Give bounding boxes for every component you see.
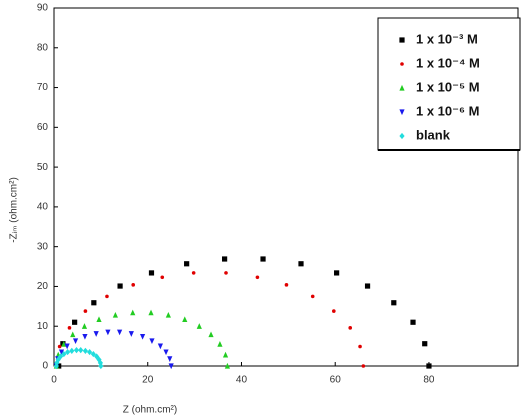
y-tick-label: 10: [37, 321, 49, 332]
data-point: [93, 331, 99, 337]
data-point: [90, 350, 96, 358]
data-point: [61, 341, 67, 347]
data-point: [91, 300, 97, 306]
data-point: [364, 283, 371, 289]
legend-label: 1 x 10⁻⁶ M: [416, 103, 479, 118]
data-point: [298, 261, 304, 267]
data-point: [83, 309, 88, 313]
data-point: [391, 300, 397, 306]
x-tick-label: 40: [236, 375, 248, 386]
data-point: [422, 341, 428, 347]
data-point: [57, 344, 62, 349]
legend-marker: [399, 37, 405, 43]
data-point: [168, 363, 174, 370]
data-point: [224, 271, 228, 275]
data-point: [117, 283, 123, 289]
y-tick-label: 50: [37, 162, 49, 173]
data-point: [255, 275, 260, 280]
data-point: [157, 343, 163, 350]
legend-marker: [399, 84, 405, 91]
legend-marker: [399, 109, 405, 116]
x-tick-label: 20: [142, 375, 154, 386]
data-point: [167, 356, 173, 362]
data-point: [163, 349, 169, 356]
legend-label: blank: [416, 127, 451, 142]
legend-label: 1 x 10⁻³ M: [416, 31, 478, 46]
data-point: [217, 341, 223, 347]
data-point: [222, 256, 228, 262]
y-tick-label: 20: [37, 281, 49, 292]
data-point: [165, 311, 171, 318]
legend-label: 1 x 10⁻⁴ M: [416, 55, 480, 70]
data-point: [160, 275, 165, 280]
data-point: [224, 362, 231, 369]
y-tick-label: 60: [37, 122, 49, 133]
data-point: [130, 309, 136, 316]
data-point: [72, 338, 79, 345]
data-point: [64, 343, 70, 350]
data-point: [310, 294, 315, 299]
data-point: [58, 349, 65, 356]
data-point: [57, 353, 64, 360]
y-tick-label: 70: [37, 82, 49, 93]
x-axis-label: Z (ohm.cm²): [123, 405, 177, 416]
data-point: [73, 346, 80, 354]
data-point: [105, 329, 111, 336]
data-point: [332, 309, 336, 313]
data-point: [131, 283, 136, 287]
plot-frame: [53, 7, 519, 367]
data-point: [94, 353, 100, 360]
legend-marker: [400, 62, 404, 66]
data-point: [148, 309, 154, 316]
x-tick-label: 0: [51, 375, 57, 386]
data-point: [361, 364, 366, 368]
y-axis-label: -Zᵢₘ (ohm.cm²): [9, 177, 20, 243]
data-point: [426, 363, 432, 369]
data-point: [148, 270, 155, 276]
data-point: [112, 311, 118, 318]
data-point: [70, 331, 76, 338]
data-point: [208, 331, 214, 338]
data-point: [334, 270, 340, 276]
data-point: [82, 333, 88, 340]
data-point: [69, 347, 75, 354]
data-point: [128, 331, 134, 337]
data-point: [87, 348, 93, 356]
data-point: [117, 329, 123, 336]
data-point: [139, 333, 146, 340]
data-point: [149, 338, 155, 345]
data-point: [196, 323, 202, 329]
data-point: [284, 283, 289, 287]
data-point: [82, 347, 89, 354]
legend-label: 1 x 10⁻⁵ M: [416, 79, 480, 94]
data-point: [98, 362, 104, 370]
x-tick-label: 60: [330, 375, 342, 386]
x-tick-label: 80: [423, 375, 435, 386]
data-point: [72, 319, 78, 325]
data-point: [96, 316, 102, 323]
y-tick-label: 80: [37, 42, 49, 53]
data-point: [54, 359, 60, 366]
data-point: [348, 326, 353, 330]
data-point: [67, 326, 72, 330]
data-point: [410, 319, 416, 325]
data-point: [182, 316, 188, 323]
data-point: [64, 348, 71, 356]
y-tick-label: 90: [37, 3, 49, 14]
data-point: [358, 344, 362, 349]
y-tick-label: 40: [37, 202, 49, 213]
legend-marker: [399, 132, 405, 140]
data-point: [97, 359, 103, 366]
y-tick-label: 0: [42, 361, 48, 372]
data-point: [105, 294, 109, 299]
data-point: [222, 351, 229, 358]
data-point: [81, 323, 88, 329]
data-point: [260, 256, 266, 262]
data-point: [191, 271, 196, 275]
data-point: [78, 346, 84, 354]
data-point: [61, 350, 67, 358]
data-point: [184, 261, 190, 267]
y-tick-label: 30: [37, 241, 49, 252]
